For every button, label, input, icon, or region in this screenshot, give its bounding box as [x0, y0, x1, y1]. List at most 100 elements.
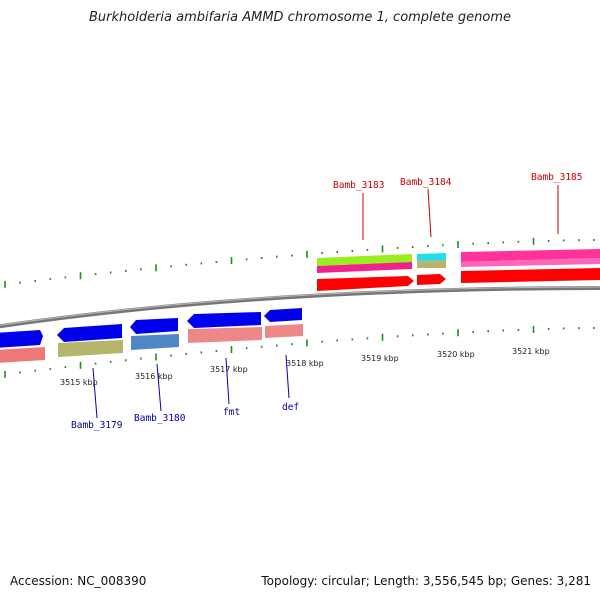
label-leaders: [362, 185, 559, 240]
genome-info-text: Topology: circular; Length: 3,556,545 bp…: [261, 574, 591, 588]
minor-tick: [336, 339, 338, 342]
outer-tick-ring: [4, 237, 595, 288]
gene-label-bamb-3184: Bamb_3184: [400, 177, 452, 188]
minor-tick: [442, 332, 444, 335]
major-tick: [230, 257, 233, 265]
minor-tick: [291, 343, 293, 346]
major-tick: [155, 353, 157, 361]
gene-label-bamb-3183: Bamb_3183: [333, 180, 384, 191]
minor-tick: [170, 354, 172, 357]
major-tick: [306, 339, 308, 347]
major-tick: [457, 241, 459, 248]
cds-arrow-bamb-3185[interactable]: [461, 268, 600, 283]
cds-arrow-fmt[interactable]: [187, 312, 261, 328]
minor-tick: [593, 327, 595, 329]
minor-tick: [321, 340, 323, 343]
minor-tick: [487, 330, 489, 333]
major-tick: [306, 250, 308, 258]
minor-tick: [125, 359, 127, 362]
minor-tick: [366, 337, 369, 340]
cog-box-def[interactable]: [265, 324, 303, 338]
minor-tick: [427, 333, 429, 336]
chromosome-backbone: [0, 286, 600, 329]
minor-tick: [140, 357, 142, 360]
minor-tick: [276, 255, 278, 258]
minor-tick: [487, 242, 489, 245]
minor-tick: [336, 251, 338, 253]
minor-tick: [185, 352, 187, 355]
minor-tick: [276, 344, 278, 347]
major-tick: [79, 272, 82, 280]
minor-tick: [517, 240, 520, 243]
major-tick: [230, 346, 233, 353]
leader-def: [285, 354, 290, 399]
gene-arrow-bamb-3184[interactable]: [417, 253, 446, 261]
minor-tick: [562, 327, 565, 330]
major-tick: [381, 333, 384, 341]
reverse-strand-features: [0, 308, 303, 363]
forward-strand-features: [317, 249, 600, 291]
major-tick: [381, 245, 384, 253]
minor-tick: [396, 335, 399, 338]
leader-bamb-3179: [92, 367, 98, 419]
cds-arrow-bamb-3178[interactable]: [0, 330, 43, 348]
gene-arrow-bamb-3185-cog[interactable]: [461, 258, 600, 267]
minor-tick: [170, 265, 172, 268]
minor-tick: [291, 254, 293, 257]
minor-tick: [34, 369, 36, 372]
cog-box-fmt[interactable]: [188, 327, 262, 343]
leader-bamb-3184: [427, 188, 432, 238]
minor-tick: [34, 279, 36, 282]
gene-arrow-bamb-3184-cog[interactable]: [417, 260, 446, 268]
cds-arrow-bamb-3184[interactable]: [417, 274, 446, 285]
minor-tick: [472, 242, 474, 245]
minor-tick: [562, 239, 565, 242]
minor-tick: [109, 271, 112, 274]
minor-tick: [593, 239, 595, 241]
minor-tick: [245, 258, 248, 261]
major-tick: [155, 264, 157, 272]
cds-arrow-bamb-3183[interactable]: [317, 276, 414, 291]
major-tick: [532, 237, 535, 245]
minor-tick: [140, 268, 142, 271]
major-tick: [4, 370, 6, 378]
gene-arrow-bamb-3185[interactable]: [461, 249, 600, 262]
major-tick: [4, 280, 6, 288]
map-title: Burkholderia ambifaria AMMD chromosome 1…: [88, 10, 512, 25]
minor-tick: [109, 360, 112, 363]
minor-tick: [215, 350, 218, 352]
gene-arrow-bamb-3183-cog[interactable]: [317, 262, 412, 273]
minor-tick: [94, 362, 97, 365]
minor-tick: [200, 351, 203, 354]
scale-label-3517: 3517 kbp: [210, 365, 248, 374]
leader-fmt: [225, 357, 230, 405]
minor-tick: [321, 252, 323, 255]
minor-tick: [200, 262, 203, 265]
scale-label-3521: 3521 kbp: [512, 347, 550, 356]
cds-arrow-bamb-3179[interactable]: [57, 324, 122, 342]
minor-tick: [547, 239, 550, 242]
minor-tick: [547, 327, 550, 330]
cog-box-bamb-3178[interactable]: [0, 347, 45, 363]
minor-tick: [260, 257, 263, 259]
minor-tick: [411, 334, 414, 337]
minor-tick: [125, 269, 127, 272]
minor-tick: [351, 249, 354, 252]
cds-arrow-def[interactable]: [264, 308, 302, 322]
cog-box-bamb-3180[interactable]: [131, 334, 179, 350]
label-leaders-inner: [92, 354, 290, 419]
cog-box-bamb-3179[interactable]: [58, 340, 123, 357]
minor-tick: [366, 248, 369, 251]
minor-tick: [472, 330, 474, 333]
minor-tick: [578, 239, 580, 242]
minor-tick: [517, 328, 520, 331]
cds-arrow-bamb-3180[interactable]: [130, 318, 178, 334]
major-tick: [457, 329, 459, 337]
scale-label-3519: 3519 kbp: [361, 354, 399, 363]
gene-label-bamb-3179: Bamb_3179: [71, 420, 123, 431]
major-tick: [79, 361, 82, 369]
minor-tick: [94, 273, 97, 276]
scale-label-3520: 3520 kbp: [437, 350, 475, 359]
minor-tick: [64, 366, 67, 369]
